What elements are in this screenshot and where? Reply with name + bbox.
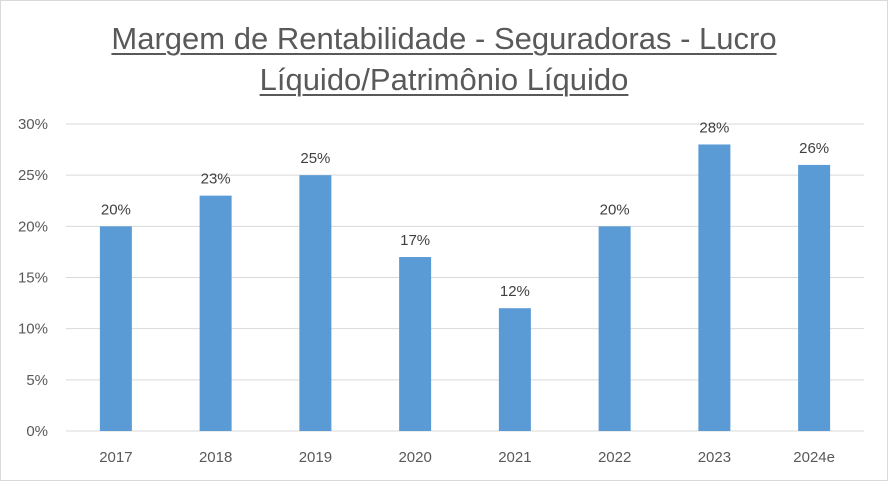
data-label-2020: 17% bbox=[400, 232, 430, 249]
y-tick-label: 20% bbox=[18, 218, 48, 235]
y-tick-label: 0% bbox=[26, 423, 48, 440]
data-label-2019: 25% bbox=[300, 150, 330, 167]
x-axis: 2017 2018 2019 2020 2021 2022 2023 2024e bbox=[99, 449, 835, 466]
bar-2020 bbox=[399, 257, 432, 431]
bar-2017 bbox=[99, 226, 132, 431]
y-axis: 0% 5% 10% 15% 20% 25% 30% bbox=[18, 116, 48, 440]
data-label-2017: 20% bbox=[101, 201, 131, 218]
x-tick-label-2024e: 2024e bbox=[793, 449, 835, 466]
data-label-2018: 23% bbox=[201, 171, 231, 188]
x-tick-label-2018: 2018 bbox=[199, 449, 232, 466]
y-tick-label: 5% bbox=[26, 372, 48, 389]
bar-2023 bbox=[698, 144, 731, 431]
bar-2022 bbox=[598, 226, 631, 431]
data-label-2023: 28% bbox=[699, 119, 729, 136]
y-tick-label: 10% bbox=[18, 321, 48, 338]
x-tick-label-2020: 2020 bbox=[398, 449, 431, 466]
bar-2021 bbox=[498, 308, 531, 431]
x-tick-label-2022: 2022 bbox=[598, 449, 631, 466]
bar-2018 bbox=[199, 195, 232, 431]
data-labels: 20% 23% 25% 17% 12% 20% 28% 26% bbox=[101, 119, 829, 300]
chart-title-line-1: Margem de Rentabilidade - Seguradoras - … bbox=[111, 21, 777, 56]
y-tick-label: 25% bbox=[18, 167, 48, 184]
bar-2019 bbox=[299, 175, 332, 431]
bars bbox=[99, 144, 831, 431]
x-tick-label-2021: 2021 bbox=[498, 449, 531, 466]
bar-2024e bbox=[798, 164, 831, 431]
gridlines bbox=[66, 123, 864, 432]
chart-title: Margem de Rentabilidade - Seguradoras - … bbox=[0, 18, 888, 100]
y-tick-label: 15% bbox=[18, 270, 48, 287]
data-label-2022: 20% bbox=[600, 201, 630, 218]
x-tick-label-2023: 2023 bbox=[698, 449, 731, 466]
data-label-2024e: 26% bbox=[799, 140, 829, 157]
x-tick-label-2017: 2017 bbox=[99, 449, 132, 466]
y-tick-label: 30% bbox=[18, 116, 48, 133]
chart-title-line-2: Líquido/Patrimônio Líquido bbox=[259, 62, 629, 97]
x-tick-label-2019: 2019 bbox=[299, 449, 332, 466]
data-label-2021: 12% bbox=[500, 283, 530, 300]
